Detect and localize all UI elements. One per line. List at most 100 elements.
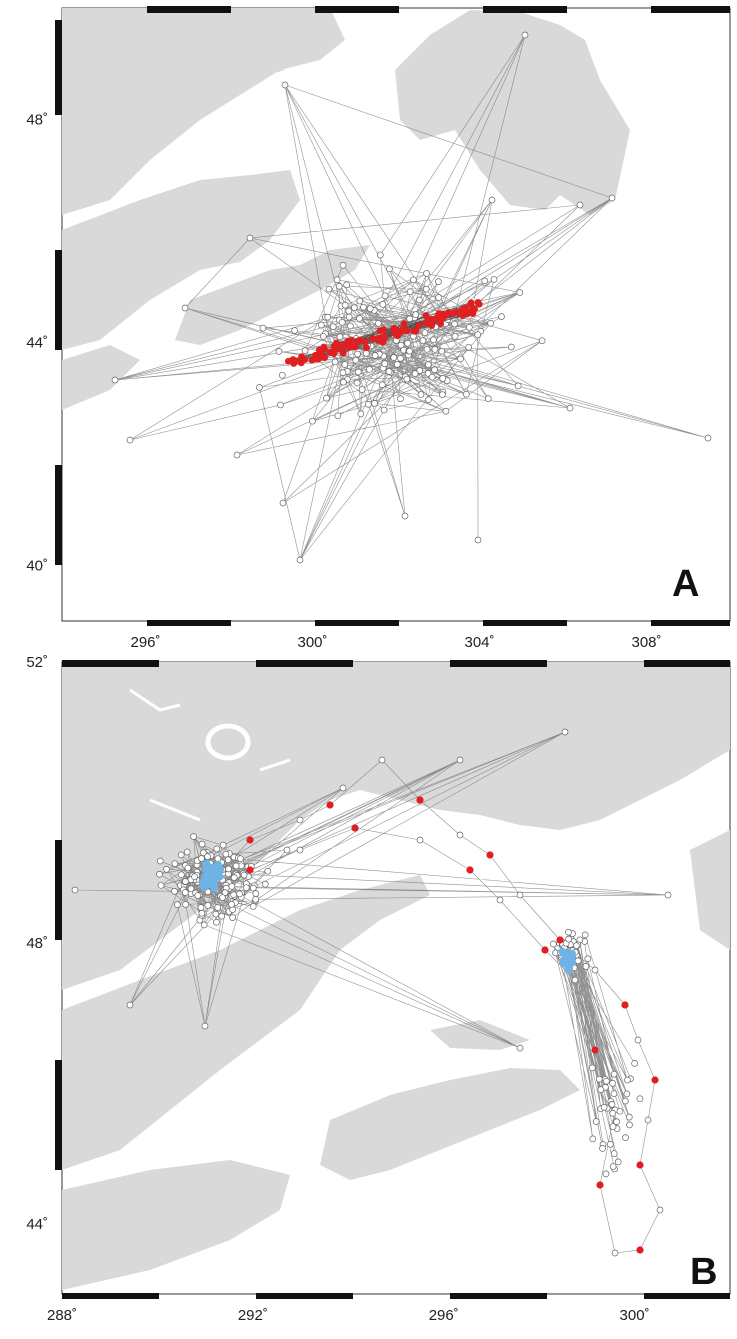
x-tick-label: 292˚ [238,1307,268,1324]
highlight-point [379,338,387,346]
x-tick-label: 296˚ [429,1307,459,1324]
manicouagan-reservoir [205,723,251,761]
track-point [581,931,589,939]
track-point [317,321,325,329]
track-point [353,379,361,387]
track-point [379,301,387,308]
highlight-point [466,866,474,874]
track-point [339,784,347,792]
track-point [456,831,464,839]
track-point [442,407,450,415]
highlight-point [284,357,292,365]
track-point [371,352,379,359]
track-point [278,371,286,379]
track-point [283,846,291,854]
track-point [608,194,616,202]
track-point [380,406,388,414]
track-point [631,1060,638,1067]
track-point [354,350,361,358]
highlight-point [596,1181,604,1189]
track-point [410,276,417,284]
track-point [634,1036,642,1044]
track-point [589,1135,597,1143]
track-point [664,891,672,899]
highlight-point [333,342,340,350]
highlight-point [308,356,316,364]
track-point [538,337,546,345]
highlight-point [651,1076,659,1084]
track-point [591,966,599,974]
track-point [451,320,458,328]
highlight-point [317,346,325,354]
track-point [181,889,189,896]
track-point [183,848,191,856]
panel-label-a: A [672,563,699,605]
highlight-point [621,1001,629,1009]
track-point [610,1090,618,1098]
cluster-points-b [198,859,577,974]
track-point [465,343,473,351]
y-tick-label: 40˚ [26,557,48,574]
y-tick-label: 48˚ [26,935,48,952]
track-point [228,901,235,908]
track-point [111,376,119,384]
track-point [181,304,189,312]
highlight-point [246,866,254,874]
track-point [474,331,482,338]
track-point [611,1249,619,1257]
track-point [424,361,432,369]
track-point [366,305,374,313]
new-brunswick-land [62,170,300,350]
track-point [378,381,386,389]
track-point [435,294,442,301]
y-axis-b: 52˚ 48˚ 44˚ [26,654,48,1233]
track-point [352,356,360,364]
track-point [411,370,419,377]
track-point [385,368,393,375]
track-point [573,942,580,950]
anticosti-land-b [450,795,560,825]
track-point [345,313,353,321]
track-point [236,890,243,898]
track-point [233,451,241,459]
y-axis-a: 48˚ 44˚ 40˚ [26,111,48,574]
highlight-point [330,350,338,357]
map-b-svg: 288˚ 292˚ 296˚ 300˚ 52˚ 48˚ 44˚ B [26,654,731,1324]
track-point [222,850,230,858]
track-point [334,412,342,420]
y-tick-label: 44˚ [26,334,48,351]
track-point [592,1118,600,1125]
track-point [347,322,354,330]
track-point [584,955,592,963]
highlight-point [339,348,347,356]
track-point [386,265,393,273]
highlight-point [422,312,430,320]
track-point [350,304,358,312]
track-point [376,251,384,259]
track-point [173,901,181,908]
highlight-point [412,327,420,335]
track-point [565,935,573,943]
highlight-point [391,329,398,337]
track-point [171,887,178,895]
quebec-land-b [62,662,730,990]
track-point [566,404,574,412]
track-point [608,1100,616,1108]
track-point [456,756,464,764]
track-point [425,396,432,404]
track-point [281,81,289,89]
y-tick-label: 44˚ [26,1216,48,1233]
track-point [197,904,205,911]
track-point [430,336,437,344]
track-point [219,841,227,849]
track-point [397,354,404,362]
highlight-point [475,300,483,308]
quebec-land [62,8,345,215]
track-point [249,903,257,910]
anticosti-land [180,40,285,80]
track-point [514,382,522,390]
track-point [301,347,309,354]
highlight-point [301,356,309,363]
cluster-point [213,867,222,876]
track-point [404,339,412,347]
